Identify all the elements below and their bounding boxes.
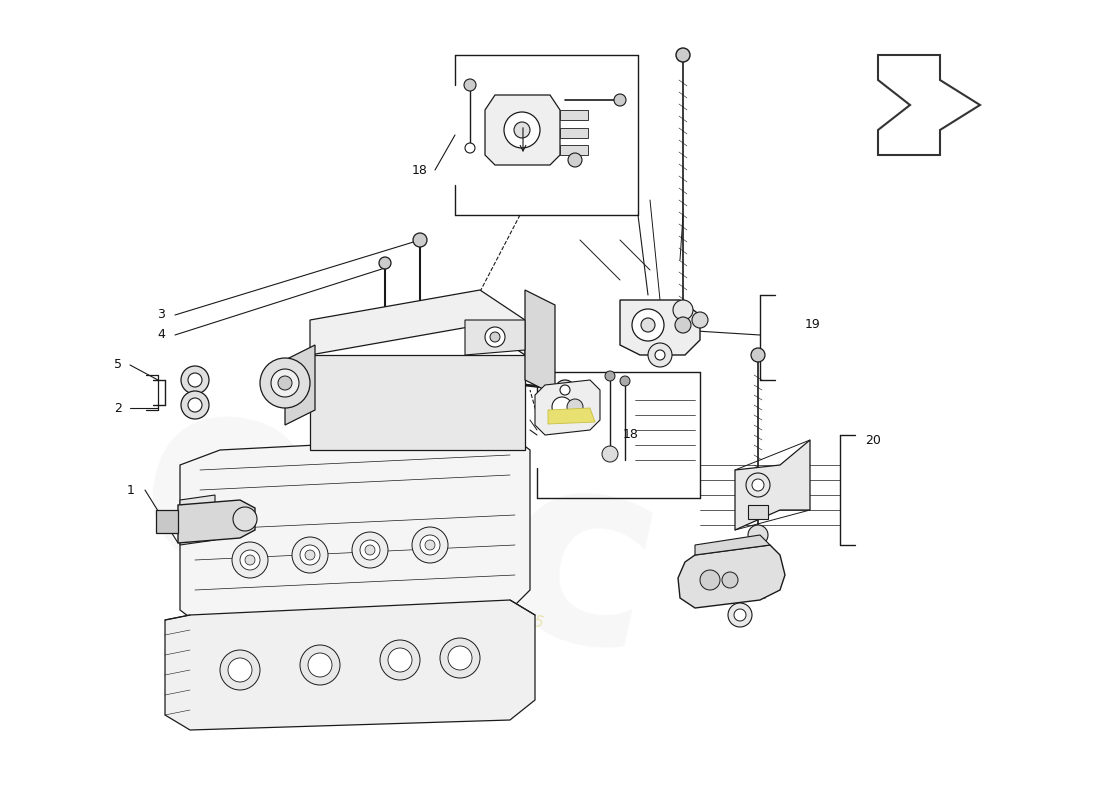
Polygon shape	[548, 408, 595, 424]
Circle shape	[556, 380, 575, 400]
Circle shape	[722, 572, 738, 588]
Circle shape	[676, 48, 690, 62]
Circle shape	[692, 312, 708, 328]
Text: 20: 20	[865, 434, 881, 446]
Polygon shape	[178, 500, 255, 543]
Circle shape	[182, 391, 209, 419]
Circle shape	[360, 540, 379, 560]
Circle shape	[448, 646, 472, 670]
Text: 2: 2	[114, 402, 122, 414]
Circle shape	[220, 650, 260, 690]
Circle shape	[752, 479, 764, 491]
Circle shape	[300, 645, 340, 685]
Circle shape	[620, 376, 630, 386]
Polygon shape	[678, 545, 785, 608]
Circle shape	[485, 327, 505, 347]
Circle shape	[292, 537, 328, 573]
Polygon shape	[535, 380, 600, 435]
Circle shape	[425, 540, 435, 550]
Circle shape	[568, 153, 582, 167]
Circle shape	[278, 376, 292, 390]
Text: 4: 4	[157, 329, 165, 342]
Polygon shape	[180, 495, 214, 545]
Circle shape	[748, 525, 768, 545]
Polygon shape	[878, 55, 980, 155]
Circle shape	[734, 609, 746, 621]
Circle shape	[728, 603, 752, 627]
Polygon shape	[525, 290, 556, 395]
Circle shape	[605, 371, 615, 381]
Polygon shape	[310, 355, 525, 450]
Circle shape	[379, 257, 390, 269]
Circle shape	[233, 507, 257, 531]
Text: 19: 19	[805, 318, 821, 331]
Text: 5: 5	[114, 358, 122, 371]
Polygon shape	[465, 320, 525, 355]
Bar	[560, 110, 588, 120]
Circle shape	[648, 343, 672, 367]
Text: 1: 1	[128, 483, 135, 497]
Circle shape	[420, 535, 440, 555]
Text: a passion for parts since 1985: a passion for parts since 1985	[316, 569, 544, 631]
Bar	[560, 145, 588, 155]
Bar	[748, 505, 768, 519]
Circle shape	[365, 545, 375, 555]
Circle shape	[602, 446, 618, 462]
Bar	[156, 510, 178, 533]
Circle shape	[182, 366, 209, 394]
Circle shape	[632, 309, 664, 341]
Polygon shape	[485, 95, 560, 165]
Circle shape	[675, 317, 691, 333]
Circle shape	[379, 640, 420, 680]
Circle shape	[260, 358, 310, 408]
Circle shape	[305, 550, 315, 560]
Circle shape	[490, 332, 500, 342]
Circle shape	[614, 94, 626, 106]
Circle shape	[641, 318, 654, 332]
Text: 3: 3	[157, 309, 165, 322]
Circle shape	[232, 542, 268, 578]
Polygon shape	[735, 440, 810, 530]
Circle shape	[552, 397, 572, 417]
Circle shape	[464, 79, 476, 91]
Polygon shape	[180, 435, 530, 625]
Circle shape	[504, 112, 540, 148]
Polygon shape	[285, 345, 315, 425]
Circle shape	[300, 545, 320, 565]
Circle shape	[388, 648, 412, 672]
Circle shape	[700, 570, 720, 590]
Circle shape	[566, 399, 583, 415]
Circle shape	[751, 348, 764, 362]
Circle shape	[245, 555, 255, 565]
Circle shape	[746, 473, 770, 497]
Circle shape	[240, 550, 260, 570]
Circle shape	[188, 373, 202, 387]
Polygon shape	[310, 290, 525, 355]
Circle shape	[440, 638, 480, 678]
Circle shape	[560, 385, 570, 395]
Circle shape	[673, 300, 693, 320]
Circle shape	[412, 527, 448, 563]
Circle shape	[308, 653, 332, 677]
Polygon shape	[620, 300, 700, 355]
Circle shape	[188, 398, 202, 412]
Circle shape	[465, 143, 475, 153]
Bar	[560, 128, 588, 138]
Text: epc: epc	[117, 350, 683, 710]
Circle shape	[271, 369, 299, 397]
Circle shape	[228, 658, 252, 682]
Polygon shape	[695, 535, 770, 555]
Circle shape	[514, 122, 530, 138]
Circle shape	[412, 233, 427, 247]
Text: 18: 18	[623, 429, 639, 442]
Polygon shape	[165, 600, 535, 730]
Circle shape	[654, 350, 666, 360]
Text: 18: 18	[412, 163, 428, 177]
Circle shape	[352, 532, 388, 568]
